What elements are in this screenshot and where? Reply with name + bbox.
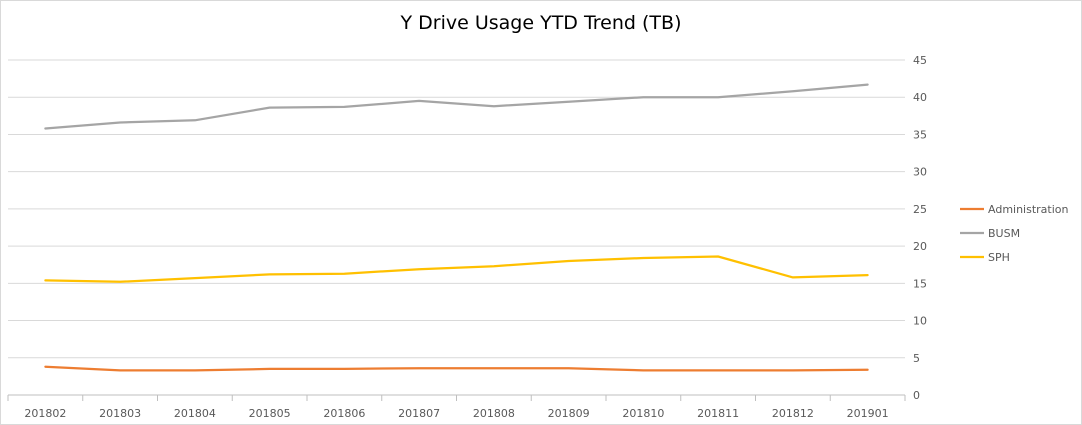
y-tick-label: 25 [913, 203, 927, 216]
legend-label-busm: BUSM [988, 227, 1020, 240]
series-line-administration [44, 365, 869, 372]
series-line-busm [44, 83, 869, 130]
y-tick-label: 5 [913, 352, 920, 365]
x-tick-label: 201812 [772, 407, 814, 420]
x-tick-label: 201806 [323, 407, 365, 420]
y-tick-label: 45 [913, 54, 927, 67]
legend-label-sph: SPH [988, 251, 1010, 264]
legend-label-administration: Administration [988, 203, 1069, 216]
y-tick-label: 20 [913, 240, 927, 253]
y-tick-label: 10 [913, 315, 927, 328]
x-tick-label: 201807 [398, 407, 440, 420]
x-tick-label: 201805 [249, 407, 291, 420]
y-tick-label: 40 [913, 91, 927, 104]
x-tick-label: 201901 [847, 407, 889, 420]
x-tick-label: 201811 [697, 407, 739, 420]
chart-title: Y Drive Usage YTD Trend (TB) [400, 12, 682, 34]
x-tick-label: 201802 [24, 407, 66, 420]
x-tick-label: 201804 [174, 407, 216, 420]
x-tick-label: 201803 [99, 407, 141, 420]
y-tick-label: 30 [913, 166, 927, 179]
x-tick-label: 201808 [473, 407, 515, 420]
series-line-sph [44, 255, 869, 283]
y-tick-label: 15 [913, 277, 927, 290]
y-tick-label: 0 [913, 389, 920, 402]
y-tick-label: 35 [913, 128, 927, 141]
x-tick-label: 201810 [622, 407, 664, 420]
x-tick-label: 201809 [548, 407, 590, 420]
